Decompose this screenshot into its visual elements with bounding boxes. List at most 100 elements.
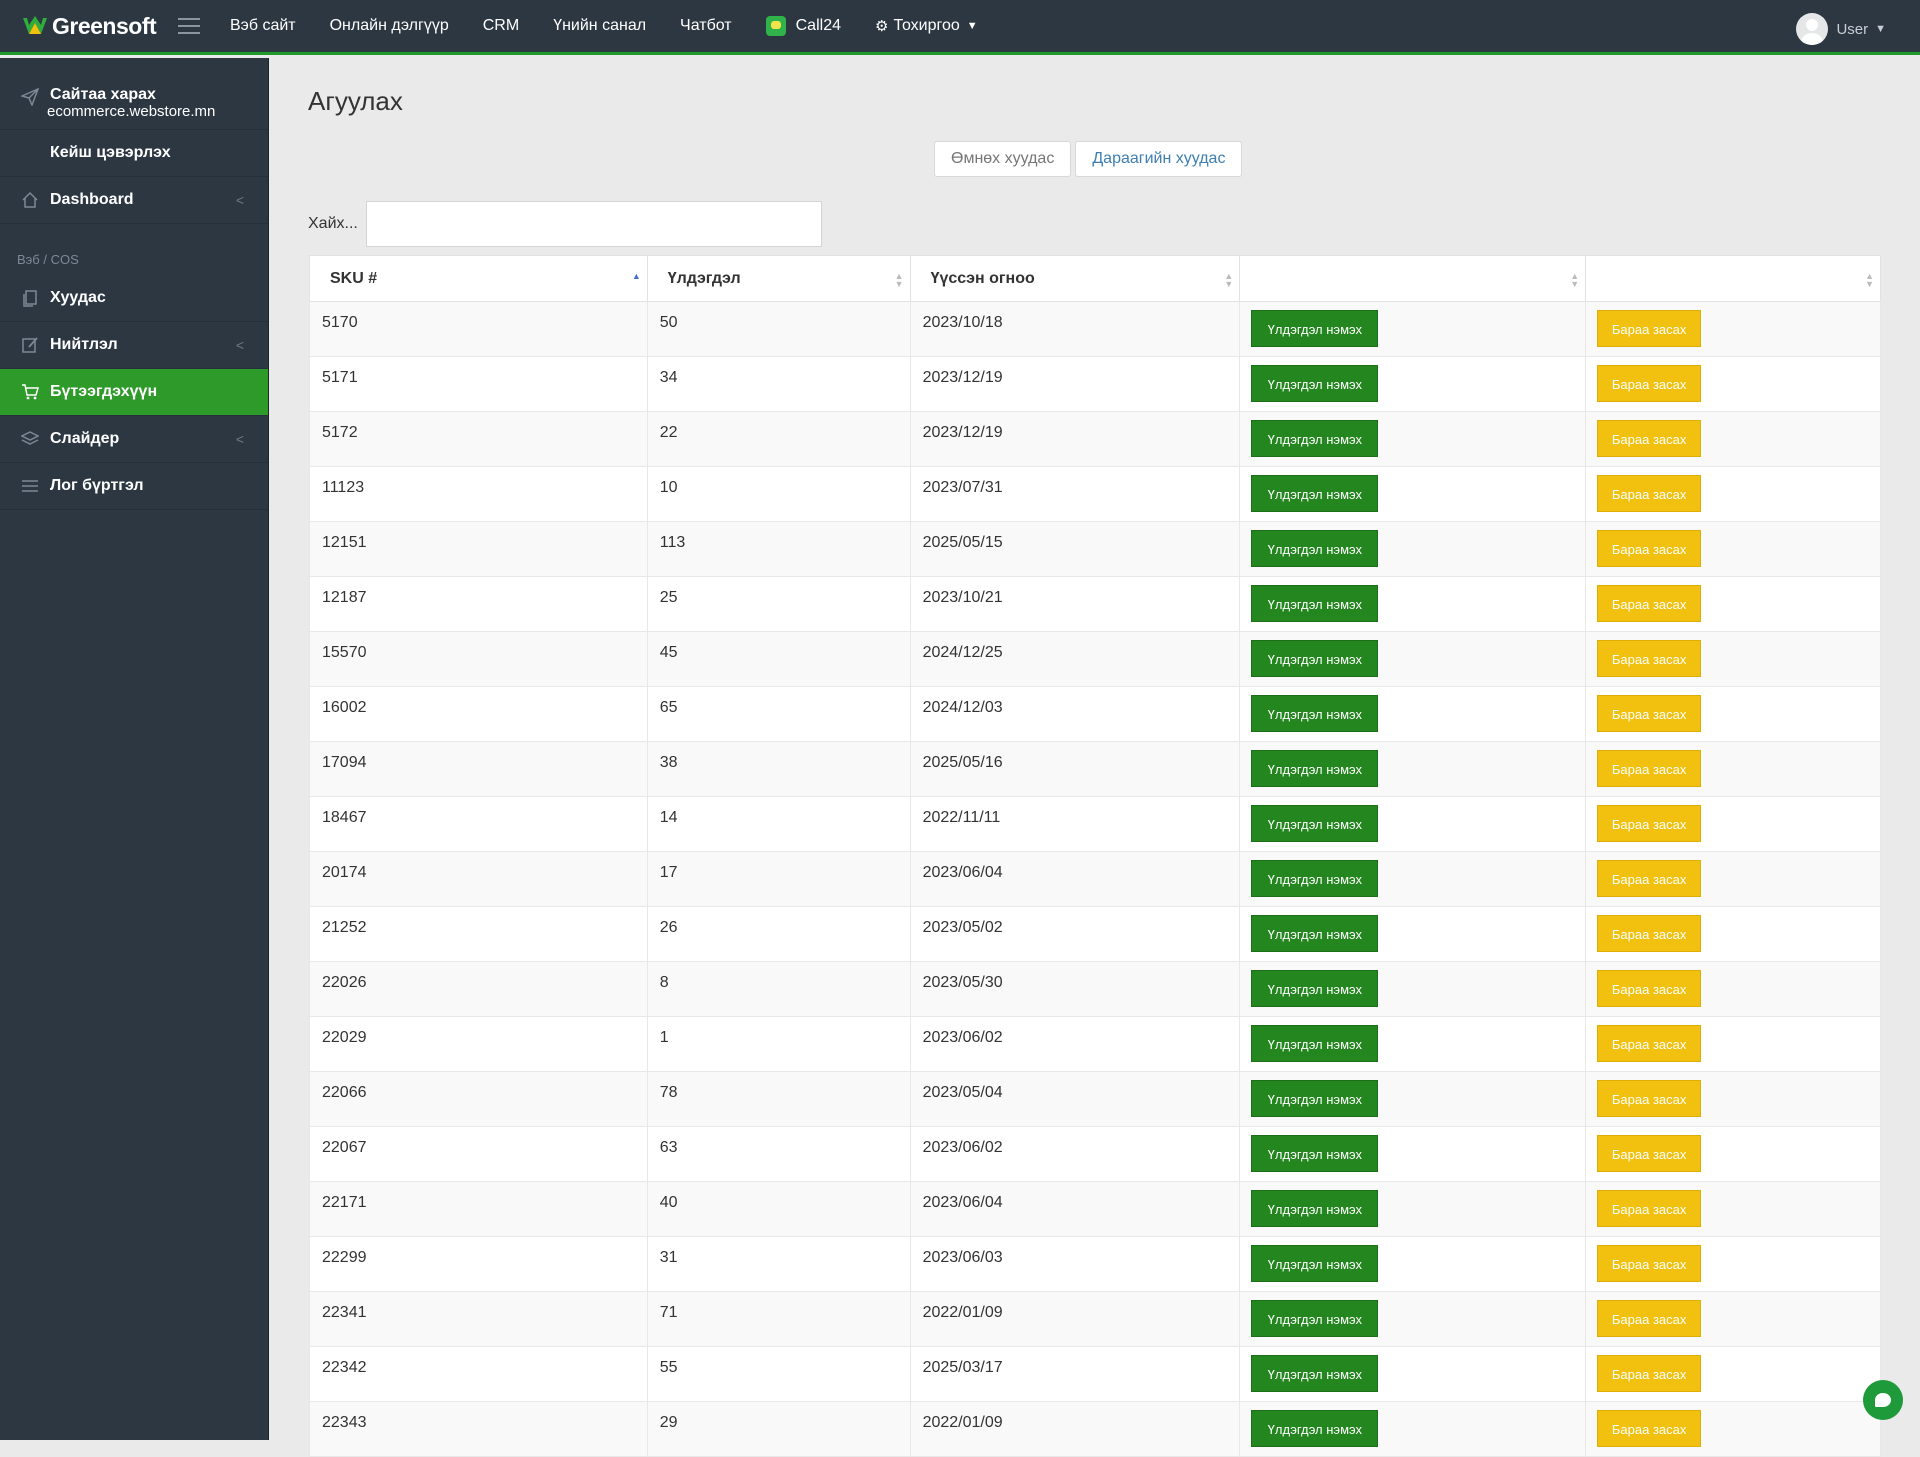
sku-cell: 22026 — [309, 961, 648, 1017]
stock-cell: 78 — [646, 1071, 911, 1127]
add-stock-button[interactable]: Үлдэгдэл нэмэх — [1251, 530, 1379, 567]
add-stock-button[interactable]: Үлдэгдэл нэмэх — [1251, 970, 1379, 1007]
menu-toggle-icon[interactable] — [178, 18, 200, 34]
add-stock-cell: Үлдэгдэл нэмэх — [1239, 961, 1587, 1017]
table-row: 22066 78 2023/05/04 Үлдэгдэл нэмэх Бараа зас… — [309, 1071, 1881, 1127]
add-stock-button[interactable]: Үлдэгдэл нэмэх — [1251, 1245, 1379, 1282]
call24-icon — [765, 16, 786, 36]
sidebar-item-label: Лог бүртгэл — [50, 477, 144, 494]
edit-product-button[interactable]: Бараа засах — [1597, 750, 1702, 787]
sidebar-item-products[interactable]: Бүтээгдэхүүн — [0, 369, 268, 416]
add-stock-button[interactable]: Үлдэгдэл нэмэх — [1251, 640, 1379, 677]
add-stock-cell: Үлдэгдэл нэмэх — [1239, 1346, 1587, 1402]
add-stock-button[interactable]: Үлдэгдэл нэмэх — [1251, 860, 1379, 897]
edit-product-button[interactable]: Бараа засах — [1597, 530, 1702, 567]
edit-product-button[interactable]: Бараа засах — [1597, 365, 1702, 402]
home-icon — [19, 189, 41, 211]
edit-product-button[interactable]: Бараа засах — [1597, 860, 1702, 897]
user-name: User — [1836, 20, 1869, 38]
sku-cell: 22171 — [309, 1181, 648, 1237]
nav-crm[interactable]: CRM — [482, 17, 520, 34]
add-stock-cell: Үлдэгдэл нэмэх — [1239, 466, 1587, 522]
add-stock-button[interactable]: Үлдэгдэл нэмэх — [1251, 1080, 1379, 1117]
column-header-add-stock[interactable]: ▲ ▼ — [1239, 255, 1587, 302]
sidebar-item-pages[interactable]: Хуудас — [0, 275, 268, 322]
edit-product-button[interactable]: Бараа засах — [1597, 1410, 1702, 1447]
sidebar-item-log[interactable]: Лог бүртгэл — [0, 463, 268, 510]
sidebar-item-dashboard[interactable]: Dashboard < — [0, 177, 268, 224]
edit-product-cell: Бараа засах — [1585, 1071, 1881, 1127]
edit-product-button[interactable]: Бараа засах — [1597, 310, 1702, 347]
chevron-left-icon: < — [235, 192, 244, 208]
add-stock-button[interactable]: Үлдэгдэл нэмэх — [1251, 1135, 1379, 1172]
edit-product-cell: Бараа засах — [1585, 796, 1881, 852]
add-stock-button[interactable]: Үлдэгдэл нэмэх — [1251, 1410, 1379, 1447]
edit-product-button[interactable]: Бараа засах — [1597, 1025, 1702, 1062]
column-header-edit[interactable]: ▲ ▼ — [1585, 255, 1881, 302]
brand-logo[interactable]: Greensoft — [22, 13, 168, 40]
sku-cell: 22067 — [309, 1126, 648, 1182]
sidebar-item-slider[interactable]: Слайдер < — [0, 416, 268, 463]
add-stock-button[interactable]: Үлдэгдэл нэмэх — [1251, 805, 1379, 842]
add-stock-button[interactable]: Үлдэгдэл нэмэх — [1251, 420, 1379, 457]
previous-page-button[interactable]: Өмнөх хуудас — [934, 141, 1072, 177]
add-stock-button[interactable]: Үлдэгдэл нэмэх — [1251, 695, 1379, 732]
sidebar-item-posts[interactable]: Нийтлэл < — [0, 322, 268, 369]
edit-product-button[interactable]: Бараа засах — [1597, 1080, 1702, 1117]
edit-product-button[interactable]: Бараа засах — [1597, 695, 1702, 732]
edit-product-button[interactable]: Бараа засах — [1597, 1190, 1702, 1227]
edit-product-button[interactable]: Бараа засах — [1597, 1245, 1702, 1282]
edit-product-button[interactable]: Бараа засах — [1597, 585, 1702, 622]
sidebar-item-view-site[interactable]: Сайтаа харах ecommerce.webstore.mn — [0, 72, 268, 130]
column-header-stock[interactable]: Үлдэгдэл ▲ ▼ — [646, 255, 911, 302]
nav-website[interactable]: Вэб сайт — [230, 17, 296, 34]
add-stock-button[interactable]: Үлдэгдэл нэмэх — [1251, 1355, 1379, 1392]
chat-widget-button[interactable] — [1863, 1380, 1903, 1420]
edit-product-button[interactable]: Бараа засах — [1597, 1300, 1702, 1337]
edit-product-button[interactable]: Бараа засах — [1597, 915, 1702, 952]
add-stock-button[interactable]: Үлдэгдэл нэмэх — [1251, 915, 1379, 952]
add-stock-button[interactable]: Үлдэгдэл нэмэх — [1251, 475, 1379, 512]
table-row: 16002 65 2024/12/03 Үлдэгдэл нэмэх Бараа зас… — [309, 686, 1881, 742]
add-stock-button[interactable]: Үлдэгдэл нэмэх — [1251, 750, 1379, 787]
sidebar-item-clear-cache[interactable]: Кейш цэвэрлэх — [0, 130, 268, 177]
edit-product-cell: Бараа засах — [1585, 686, 1881, 742]
table-row: 22067 63 2023/06/02 Үлдэгдэл нэмэх Бараа зас… — [309, 1126, 1881, 1182]
add-stock-button[interactable]: Үлдэгдэл нэмэх — [1251, 310, 1379, 347]
add-stock-button[interactable]: Үлдэгдэл нэмэх — [1251, 585, 1379, 622]
table-body: 5170 50 2023/10/18 Үлдэгдэл нэмэх Бараа заса… — [309, 301, 1881, 1457]
nav-chatbot[interactable]: Чатбот — [680, 17, 732, 34]
add-stock-button[interactable]: Үлдэгдэл нэмэх — [1251, 365, 1379, 402]
edit-product-cell: Бараа засах — [1585, 1401, 1881, 1457]
edit-product-button[interactable]: Бараа засах — [1597, 970, 1702, 1007]
search-input[interactable] — [366, 201, 822, 247]
column-header-created-date[interactable]: Үүссэн огноо ▲ ▼ — [909, 255, 1241, 302]
sidebar-item-label: Хуудас — [50, 289, 106, 306]
table-row: 15570 45 2024/12/25 Үлдэгдэл нэмэх Бараа зас… — [309, 631, 1881, 687]
edit-product-button[interactable]: Бараа засах — [1597, 475, 1702, 512]
sku-cell: 12187 — [309, 576, 648, 632]
edit-product-button[interactable]: Бараа засах — [1597, 420, 1702, 457]
search-label: Хайх... — [308, 215, 358, 232]
sidebar-item-label: Dashboard — [50, 191, 134, 208]
inventory-table: SKU # ▲ Үлдэгдэл ▲ ▼ Үүссэн огноо ▲ ▼ ▲ ▼ ▲ ▼ 5… — [309, 255, 1881, 1457]
edit-product-button[interactable]: Бараа засах — [1597, 1355, 1702, 1392]
avatar — [1796, 13, 1829, 45]
nav-online-store[interactable]: Онлайн дэлгүүр — [329, 17, 449, 34]
user-menu[interactable]: User ▼ — [1796, 13, 1886, 45]
add-stock-button[interactable]: Үлдэгдэл нэмэх — [1251, 1025, 1379, 1062]
add-stock-button[interactable]: Үлдэгдэл нэмэх — [1251, 1190, 1379, 1227]
edit-product-cell: Бараа засах — [1585, 906, 1881, 962]
edit-product-button[interactable]: Бараа засах — [1597, 805, 1702, 842]
edit-product-button[interactable]: Бараа засах — [1597, 640, 1702, 677]
date-cell: 2022/01/09 — [909, 1401, 1241, 1457]
add-stock-button[interactable]: Үлдэгдэл нэмэх — [1251, 1300, 1379, 1337]
column-header-sku[interactable]: SKU # ▲ — [309, 255, 648, 302]
next-page-button[interactable]: Дараагийн хуудас — [1075, 141, 1243, 177]
add-stock-cell: Үлдэгдэл нэмэх — [1239, 1126, 1587, 1182]
nav-call24[interactable]: Call24 — [765, 16, 841, 36]
nav-settings-dropdown[interactable]: ⚙ Тохиргоо ▼ — [875, 17, 978, 35]
nav-price-quote[interactable]: Үнийн санал — [553, 17, 647, 34]
edit-product-button[interactable]: Бараа засах — [1597, 1135, 1702, 1172]
pagination: Өмнөх хуудас Дараагийн хуудас — [934, 141, 1246, 177]
